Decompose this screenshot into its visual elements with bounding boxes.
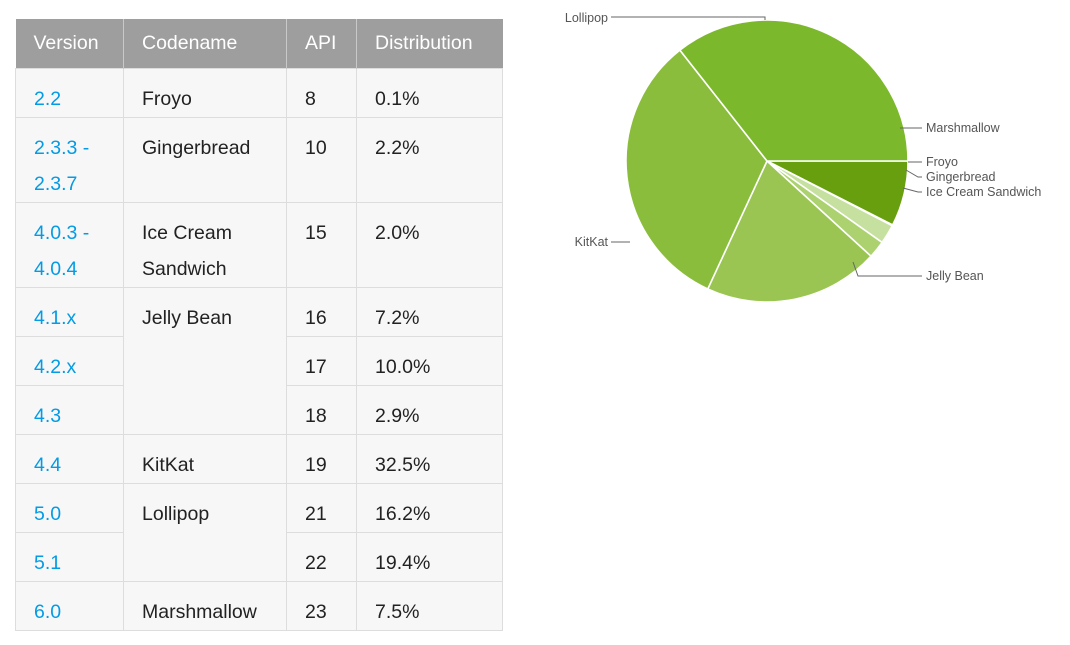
- distribution-cell: 16.2%: [356, 482, 503, 533]
- header-api: API: [286, 19, 357, 68]
- leader-line-jelly-bean: [852, 261, 922, 277]
- distribution-cell: 32.5%: [356, 433, 503, 484]
- api-cell: 19: [286, 433, 357, 484]
- api-cell: 21: [286, 482, 357, 533]
- codename-cell-text: Marshmallow: [142, 600, 257, 623]
- pie-slice-kitkat: [625, 49, 768, 291]
- table-header-row: Version Codename API Distribution: [15, 19, 503, 68]
- leader-line-gingerbread: [905, 169, 922, 178]
- api-cell: 17: [286, 335, 357, 386]
- codename-cell: Gingerbread: [123, 116, 287, 203]
- distribution-cell: 2.2%: [356, 116, 503, 203]
- codename-cell: Lollipop: [123, 482, 287, 582]
- version-link-text[interactable]: 2.2: [34, 87, 62, 110]
- distribution-cell: 10.0%: [356, 335, 503, 386]
- api-cell: 23: [286, 580, 357, 631]
- slice-label-gingerbread: Gingerbread: [926, 170, 996, 184]
- api-cell: 10: [286, 116, 357, 203]
- header-codename: Codename: [123, 19, 287, 68]
- version-link[interactable]: 2.2: [15, 67, 124, 118]
- slice-label-froyo: Froyo: [926, 155, 958, 169]
- version-link-text[interactable]: 2.3.3 -: [34, 136, 90, 159]
- table-body: 2.2 Froyo 8 0.1% 2.3.3 -2.3.7 Gingerbread 10 2.…: [15, 67, 503, 631]
- version-link-text[interactable]: 5.1: [34, 551, 62, 574]
- slice-label-marshmallow: Marshmallow: [926, 121, 1001, 135]
- version-link[interactable]: 5.1: [15, 531, 124, 582]
- table-row: 4.0.3 - 4.0.4 Ice Cream Sandwich 15 2.0%: [15, 201, 503, 288]
- table-row: 4.2.x 17 10.0%: [15, 335, 503, 386]
- version-link[interactable]: 4.2.x: [15, 335, 124, 386]
- version-link[interactable]: 4.3: [15, 384, 124, 435]
- api-cell: 22: [286, 531, 357, 582]
- version-link-text[interactable]: 4.3: [34, 404, 62, 427]
- table-row: 4.1.x Jelly Bean 16 7.2%: [15, 286, 503, 435]
- api-cell: 8: [286, 67, 357, 118]
- distribution-table: Version Codename API Distribution 2.2 Fro…: [15, 19, 503, 631]
- header-version: Version: [15, 19, 124, 68]
- version-link-text[interactable]: 6.0: [34, 600, 62, 623]
- codename-cell-text: KitKat: [142, 453, 195, 476]
- codename-cell: Froyo: [123, 67, 287, 118]
- table-row: 2.3.3 - 2.3.7 Gingerbread 10 2.2%: [15, 116, 503, 203]
- leader-line-ice-cream-sandwich: [902, 187, 922, 193]
- version-link-text[interactable]: 4.0.4: [34, 257, 78, 280]
- table-row: 6.0 Marshmallow 23 7.5%: [15, 580, 503, 631]
- table-row: 4.3 18 2.9%: [15, 384, 503, 435]
- table-row: 2.2 Froyo 8 0.1%: [15, 67, 503, 118]
- codename-cell-text: Jelly Bean: [142, 306, 232, 329]
- version-link-text[interactable]: 4.1.x: [34, 306, 77, 329]
- api-cell: 18: [286, 384, 357, 435]
- version-link-text[interactable]: 2.3.7: [34, 172, 78, 195]
- table-row: 5.1 22 19.4%: [15, 531, 503, 582]
- version-link-text[interactable]: 4.0.3 -: [34, 221, 90, 244]
- distribution-cell: 0.1%: [356, 67, 503, 118]
- distribution-cell: 2.9%: [356, 384, 503, 435]
- codename-cell: Marshmallow: [123, 580, 287, 631]
- pie-slice-jelly-bean: [706, 159, 873, 303]
- leader-line-lollipop: [611, 16, 766, 20]
- slice-label-ice-cream-sandwich: Ice Cream Sandwich: [926, 185, 1041, 199]
- version-link[interactable]: 4.4: [15, 433, 124, 484]
- codename-cell-text: Lollipop: [142, 502, 210, 525]
- version-link-text[interactable]: 5.0: [34, 502, 62, 525]
- codename-cell-text: Gingerbread: [142, 136, 251, 159]
- version-link-text[interactable]: 4.2.x: [34, 355, 77, 378]
- codename-cell-text: Sandwich: [142, 257, 227, 280]
- table-row: 4.4 KitKat 19 32.5%: [15, 433, 503, 484]
- codename-cell: Ice Cream Sandwich: [123, 201, 287, 288]
- distribution-cell: 7.2%: [356, 286, 503, 337]
- distribution-cell: 19.4%: [356, 531, 503, 582]
- table-row: 5.0 Lollipop 21 16.2%: [15, 482, 503, 582]
- codename-cell-text: Froyo: [142, 87, 192, 110]
- version-link[interactable]: 5.0: [15, 482, 124, 533]
- pie-slice-lollipop: [678, 19, 909, 162]
- version-link[interactable]: 2.3.3 - 2.3.7: [15, 116, 124, 203]
- version-link[interactable]: 4.1.x: [15, 286, 124, 337]
- version-link[interactable]: 6.0: [15, 580, 124, 631]
- codename-cell: KitKat: [123, 433, 287, 484]
- version-link[interactable]: 4.0.3 - 4.0.4: [15, 201, 124, 288]
- version-link-text[interactable]: 4.4: [34, 453, 62, 476]
- slice-label-jelly-bean: Jelly Bean: [926, 269, 984, 283]
- header-distribution: Distribution: [356, 19, 503, 68]
- slice-label-kitkat: KitKat: [575, 235, 609, 249]
- distribution-cell: 2.0%: [356, 201, 503, 288]
- slice-label-lollipop: Lollipop: [565, 11, 608, 25]
- api-cell: 16: [286, 286, 357, 337]
- api-cell: 15: [286, 201, 357, 288]
- distribution-cell: 7.5%: [356, 580, 503, 631]
- codename-cell-text: Ice Cream: [142, 221, 232, 244]
- codename-cell: Jelly Bean: [123, 286, 287, 435]
